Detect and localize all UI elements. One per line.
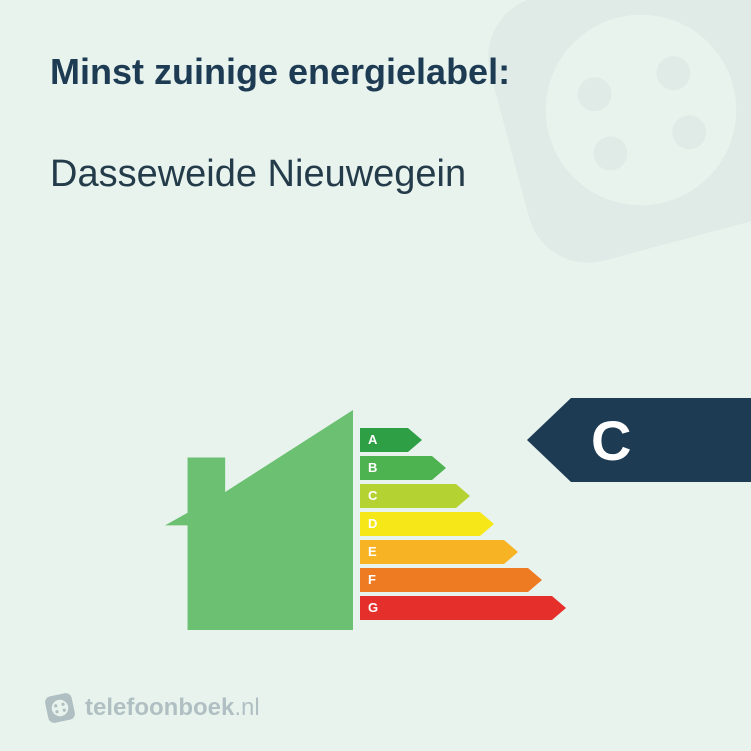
footer-brand: telefoonboek.nl bbox=[45, 693, 260, 723]
rating-arrow: C bbox=[527, 398, 751, 487]
energy-bar-label: E bbox=[368, 544, 377, 559]
energy-bar-label: G bbox=[368, 600, 378, 615]
energy-bar-label: D bbox=[368, 516, 377, 531]
footer-brand-light: .nl bbox=[234, 694, 259, 721]
energy-bar-g: G bbox=[360, 596, 566, 620]
energy-bar-label: F bbox=[368, 572, 376, 587]
footer-dial-icon bbox=[42, 690, 78, 726]
energy-bar-label: B bbox=[368, 460, 377, 475]
energy-bar-label: C bbox=[368, 488, 377, 503]
watermark-dial-icon bbox=[433, 0, 751, 318]
energy-bar-c: C bbox=[360, 484, 566, 508]
energy-bar-label: A bbox=[368, 432, 377, 447]
energy-bar-f: F bbox=[360, 568, 566, 592]
energy-bar-e: E bbox=[360, 540, 566, 564]
rating-letter: C bbox=[591, 408, 631, 473]
energy-label-card: Minst zuinige energielabel: Dasseweide N… bbox=[0, 0, 751, 751]
house-icon bbox=[165, 400, 353, 630]
rating-arrow-shape bbox=[527, 398, 751, 482]
footer-text: telefoonboek.nl bbox=[85, 694, 260, 722]
energy-bar-d: D bbox=[360, 512, 566, 536]
footer-brand-bold: telefoonboek bbox=[85, 694, 234, 721]
